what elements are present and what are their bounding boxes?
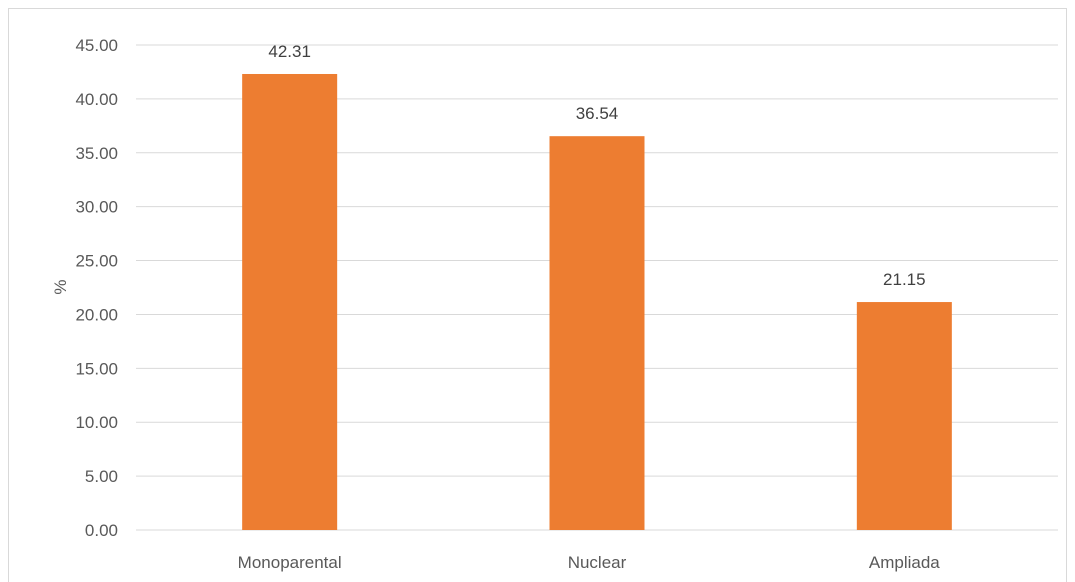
data-label: 21.15: [883, 270, 926, 289]
y-tick-label: 45.00: [75, 36, 118, 55]
y-tick-label: 25.00: [75, 252, 118, 271]
y-tick-label: 30.00: [75, 198, 118, 217]
y-axis-title: %: [51, 279, 70, 294]
y-tick-label: 0.00: [85, 521, 118, 540]
x-category-label: Monoparental: [238, 553, 342, 572]
y-axis-ticks: 0.00 5.00 10.00 15.00 20.00 25.00 30.00 35.00 40…: [75, 36, 118, 540]
y-tick-label: 5.00: [85, 467, 118, 486]
bar: [549, 136, 645, 530]
x-category-label: Nuclear: [568, 553, 627, 572]
x-category-label: Ampliada: [869, 553, 940, 572]
bar: [856, 302, 952, 530]
data-label: 36.54: [576, 104, 619, 123]
y-tick-label: 10.00: [75, 413, 118, 432]
y-tick-label: 40.00: [75, 90, 118, 109]
y-tick-label: 20.00: [75, 305, 118, 324]
bar: [242, 73, 338, 531]
data-labels: 42.31 36.54 21.15: [268, 42, 925, 289]
data-label: 42.31: [268, 42, 311, 61]
y-tick-label: 15.00: [75, 359, 118, 378]
x-axis-categories: Monoparental Nuclear Ampliada: [238, 553, 941, 572]
bars: [242, 73, 952, 531]
y-tick-label: 35.00: [75, 144, 118, 163]
